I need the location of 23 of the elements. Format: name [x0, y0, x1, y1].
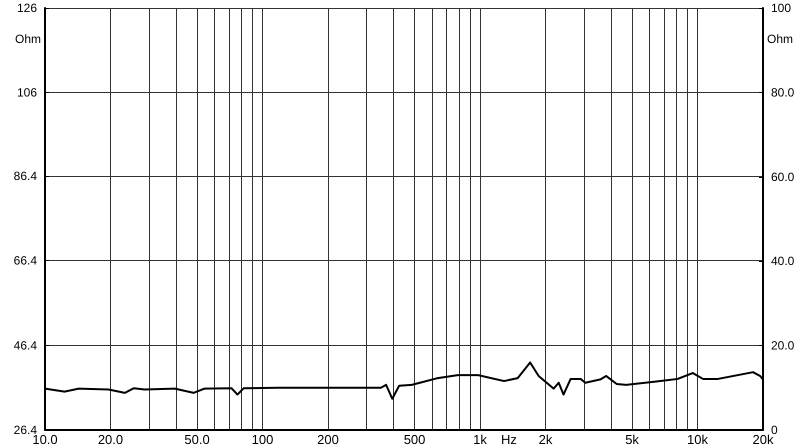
- y-axis-title: Ohm: [14, 32, 41, 46]
- x-tick-label: 10k: [687, 432, 708, 446]
- x-axis-title: Hz: [501, 432, 517, 446]
- y2-tick-label: 0: [771, 423, 778, 437]
- x-tick-label: 200: [317, 432, 339, 446]
- y-tick-label: 46.4: [14, 338, 38, 352]
- x-tick-label: 20.0: [98, 432, 124, 446]
- x-tick-label: 500: [404, 432, 426, 446]
- y2-tick-label: 20.0: [771, 338, 795, 353]
- y2-tick-label: 100: [771, 1, 792, 15]
- y-tick-label: 66.4: [14, 254, 38, 268]
- x-tick-label: 1k: [473, 432, 488, 446]
- y-tick-label: 106: [16, 86, 38, 100]
- x-tick-label: 2k: [538, 432, 553, 446]
- y2-tick-label: 40.0: [771, 254, 795, 268]
- x-tick-label: 100: [252, 432, 274, 446]
- y-tick-label: 126: [16, 1, 38, 15]
- y2-tick-label: 80.0: [771, 85, 795, 100]
- y2-tick-label: 60.0: [771, 170, 795, 184]
- x-tick-label: 50.0: [184, 432, 210, 446]
- x-tick-label: 5k: [625, 432, 640, 446]
- y2-axis-title: Ohm: [767, 32, 794, 46]
- y-tick-label: 86.4: [14, 168, 38, 183]
